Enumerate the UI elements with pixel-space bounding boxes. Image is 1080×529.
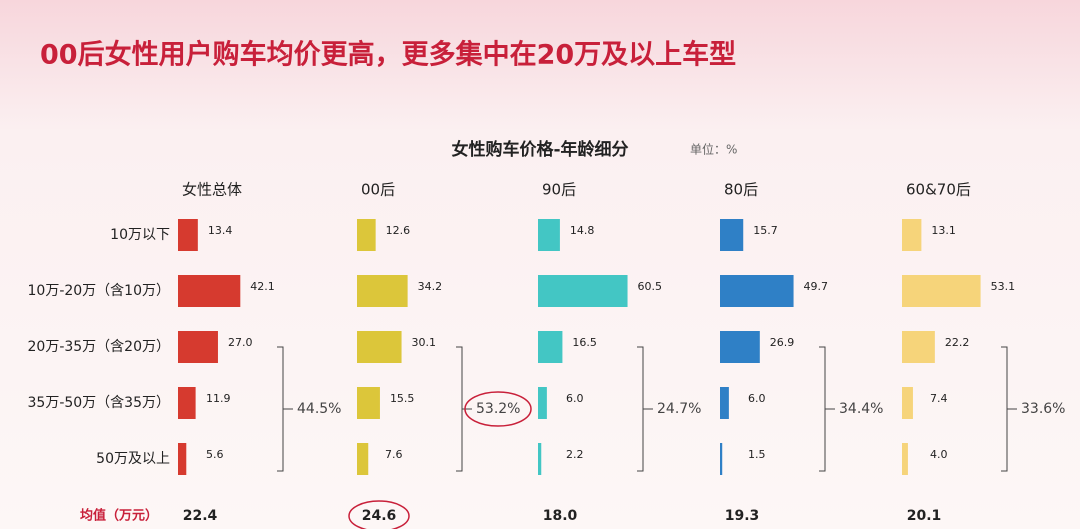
value-label: 26.9 — [770, 336, 795, 349]
value-label: 12.6 — [386, 224, 411, 237]
bar — [178, 331, 218, 363]
category-label: 10万-20万（含10万） — [28, 283, 171, 299]
bar — [357, 219, 376, 251]
bar — [357, 443, 369, 475]
value-label: 6.0 — [566, 392, 584, 405]
value-label: 4.0 — [930, 448, 948, 461]
panel-header: 90后 — [542, 181, 576, 199]
value-label: 7.6 — [385, 448, 403, 461]
mean-value: 18.0 — [543, 508, 578, 524]
mean-value: 20.1 — [907, 508, 942, 524]
value-label: 15.5 — [390, 392, 415, 405]
value-label: 22.2 — [945, 336, 970, 349]
value-label: 16.5 — [572, 336, 597, 349]
bar — [178, 219, 198, 251]
bar — [538, 275, 628, 307]
value-label: 2.2 — [566, 448, 584, 461]
bracket-label: 53.2% — [476, 401, 520, 417]
value-label: 42.1 — [250, 280, 274, 293]
category-label: 50万及以上 — [96, 451, 170, 467]
value-label: 13.4 — [208, 224, 233, 237]
bar — [902, 219, 922, 251]
panel-header: 60&70后 — [906, 181, 971, 199]
value-label: 27.0 — [228, 336, 253, 349]
bracket-label: 33.6% — [1021, 401, 1065, 417]
bar — [357, 331, 402, 363]
chart-title: 女性购车价格-年龄细分 — [451, 139, 628, 160]
category-label: 20万-35万（含20万） — [28, 339, 171, 355]
bar — [720, 275, 794, 307]
highlight-circle — [348, 500, 410, 529]
value-label: 11.9 — [206, 392, 231, 405]
panel-header: 80后 — [724, 181, 758, 199]
bar — [720, 219, 744, 251]
value-label: 60.5 — [638, 280, 663, 293]
bar — [178, 443, 187, 475]
bar — [902, 331, 935, 363]
bar — [538, 443, 542, 475]
value-label: 53.1 — [991, 280, 1016, 293]
bar — [720, 387, 729, 419]
bar — [902, 387, 913, 419]
value-label: 13.1 — [931, 224, 956, 237]
value-label: 34.2 — [418, 280, 443, 293]
mean-value: 24.6 — [362, 508, 397, 524]
bar — [538, 331, 563, 363]
value-label: 7.4 — [930, 392, 948, 405]
bar — [720, 331, 760, 363]
bar — [538, 219, 560, 251]
unit-label: 单位：% — [690, 142, 737, 157]
bar — [357, 387, 380, 419]
value-label: 14.8 — [570, 224, 595, 237]
bar — [720, 443, 723, 475]
bracket-label: 34.4% — [839, 401, 883, 417]
mean-label: 均值（万元） — [80, 508, 158, 524]
page-title: 00后女性用户购车均价更高，更多集中在20万及以上车型 — [40, 39, 736, 71]
bracket-label: 24.7% — [657, 401, 701, 417]
value-label: 30.1 — [412, 336, 437, 349]
mean-value: 19.3 — [725, 508, 760, 524]
bar — [538, 387, 547, 419]
value-label: 6.0 — [748, 392, 766, 405]
category-label: 10万以下 — [110, 227, 170, 243]
mean-value: 22.4 — [183, 508, 218, 524]
panel-header: 女性总体 — [182, 181, 242, 199]
value-label: 49.7 — [804, 280, 829, 293]
value-label: 1.5 — [748, 448, 766, 461]
bar — [357, 275, 408, 307]
highlight-circle — [464, 391, 532, 427]
value-label: 5.6 — [206, 448, 224, 461]
category-label: 35万-50万（含35万） — [28, 395, 171, 411]
panel-header: 00后 — [361, 181, 395, 199]
bar — [902, 275, 981, 307]
bracket-label: 44.5% — [297, 401, 341, 417]
bar — [178, 275, 241, 307]
value-label: 15.7 — [753, 224, 778, 237]
bar — [902, 443, 908, 475]
bar — [178, 387, 196, 419]
